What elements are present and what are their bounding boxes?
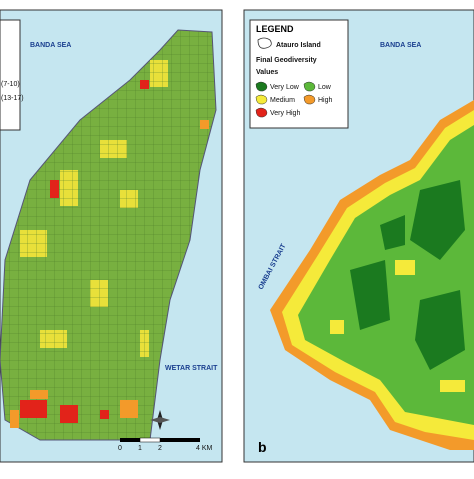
legend-fragment: (7-10): [1, 81, 20, 88]
scale-label: 4 KM: [196, 445, 213, 452]
legend-swatch: [255, 107, 268, 118]
scale-label: 1: [138, 445, 142, 452]
legend-swatch: [255, 81, 268, 92]
scale-bar: 0 1 2 4 KM: [118, 437, 213, 452]
legend-label: Very Low: [270, 84, 300, 91]
legend-swatch: [255, 94, 268, 105]
grid-hotspots: [20, 80, 149, 423]
legend-swatch: [303, 94, 316, 105]
very-low-areas: [350, 180, 465, 370]
panel-letter: b: [258, 439, 267, 455]
legend-fragment: (13-17): [1, 95, 24, 102]
legend-entries: Very Low Low Medium High Very High: [255, 81, 333, 118]
right-map: LEGEND Atauro Island Final Geodiversity …: [243, 9, 474, 463]
legend-label: Medium: [270, 97, 295, 104]
sea-label: WETAR STRAIT: [165, 365, 218, 372]
grid-highlights: [20, 60, 168, 357]
legend-box: [0, 19, 21, 131]
legend-label: High: [318, 97, 333, 104]
scale-label: 0: [118, 445, 122, 452]
sea-label: BANDA SEA: [30, 42, 71, 49]
legend-swatch: [303, 81, 316, 92]
legend-label: Low: [318, 84, 332, 91]
left-map: BANDA SEA WETAR STRAIT (7-10) (13-17) 0 …: [0, 0, 234, 474]
north-arrow: [150, 410, 170, 430]
legend-subtitle: Final Geodiversity: [256, 57, 317, 64]
legend-title: LEGEND: [256, 24, 294, 34]
sea-label: BANDA SEA: [380, 42, 421, 49]
legend-label: Very High: [270, 110, 300, 117]
legend-boundary: Atauro Island: [276, 42, 321, 49]
legend-values-title: Values: [256, 69, 278, 76]
scale-label: 2: [158, 445, 162, 452]
